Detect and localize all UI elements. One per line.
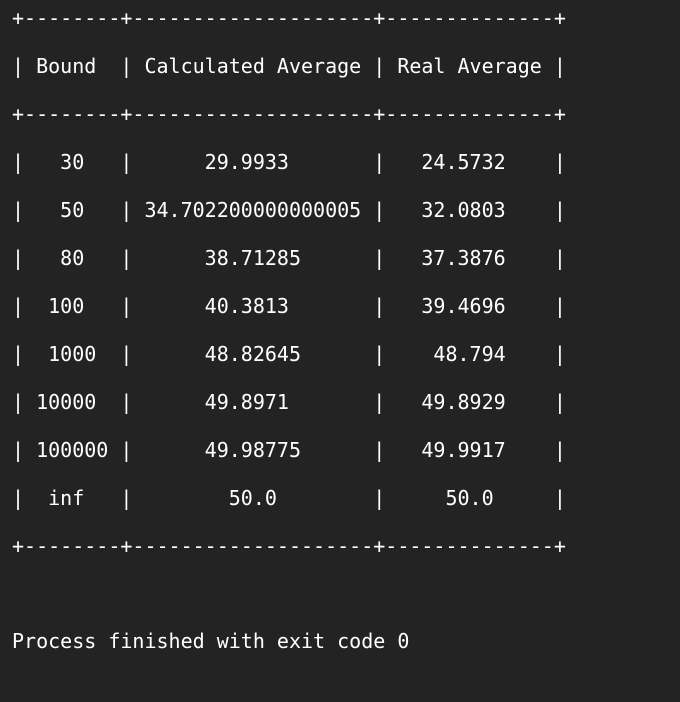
process-exit-message: Process finished with exit code 0: [12, 629, 410, 653]
table-border-top: +--------+--------------------+---------…: [12, 6, 566, 30]
table-row: | 100000 | 49.98775 | 49.9917 |: [12, 438, 566, 462]
table-border-bottom: +--------+--------------------+---------…: [12, 534, 566, 558]
table-row: | 80 | 38.71285 | 37.3876 |: [12, 246, 566, 270]
table-border-header: +--------+--------------------+---------…: [12, 102, 566, 126]
table-row: | 1000 | 48.82645 | 48.794 |: [12, 342, 566, 366]
table-row: | 50 | 34.702200000000005 | 32.0803 |: [12, 198, 566, 222]
table-row: | 30 | 29.9933 | 24.5732 |: [12, 150, 566, 174]
table-header-row: | Bound | Calculated Average | Real Aver…: [12, 54, 566, 78]
table-row: | 100 | 40.3813 | 39.4696 |: [12, 294, 566, 318]
table-row: | inf | 50.0 | 50.0 |: [12, 486, 566, 510]
table-row: | 10000 | 49.8971 | 49.8929 |: [12, 390, 566, 414]
